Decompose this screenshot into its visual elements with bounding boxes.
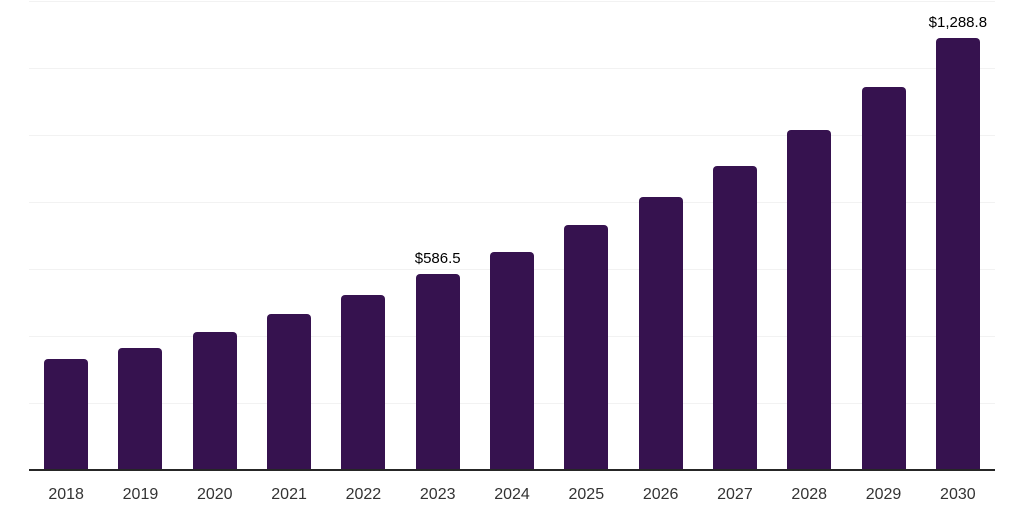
bar-2027[interactable] (712, 166, 757, 470)
bar-2023[interactable] (415, 273, 460, 470)
x-tick-2018: 2018 (48, 486, 84, 503)
x-tick-2025: 2025 (568, 486, 605, 503)
x-tick-2019: 2019 (122, 486, 159, 503)
x-tick-2021: 2021 (271, 486, 307, 503)
data-label-2030: $1,288.8 (928, 14, 988, 32)
bar-2030[interactable] (935, 38, 980, 470)
bar-2022[interactable] (341, 294, 386, 470)
bar-2025[interactable] (564, 225, 609, 470)
x-tick-2030: 2030 (940, 486, 976, 503)
x-tick-2023: 2023 (419, 486, 456, 503)
bar-2021[interactable] (267, 313, 312, 470)
x-axis-line (29, 469, 995, 471)
x-tick-2026: 2026 (642, 486, 679, 503)
x-tick-2027: 2027 (717, 486, 753, 503)
bar-2028[interactable] (787, 130, 832, 470)
bar-2020[interactable] (192, 331, 237, 470)
x-tick-2029: 2029 (865, 486, 902, 503)
x-tick-2020: 2020 (196, 486, 233, 503)
gridline-1000 (29, 135, 995, 136)
gridline-800 (29, 202, 995, 203)
bar-2019[interactable] (118, 347, 163, 470)
bar-2026[interactable] (638, 197, 683, 470)
x-tick-2022: 2022 (345, 486, 382, 503)
data-label-2023: $586.5 (414, 249, 461, 267)
x-tick-2024: 2024 (494, 486, 530, 503)
bar-2018[interactable] (44, 359, 89, 470)
x-tick-2028: 2028 (791, 486, 828, 503)
gridline-1200 (29, 68, 995, 69)
bar-2029[interactable] (861, 87, 906, 470)
bar-2024[interactable] (490, 251, 534, 470)
gridline-1400 (29, 1, 995, 2)
